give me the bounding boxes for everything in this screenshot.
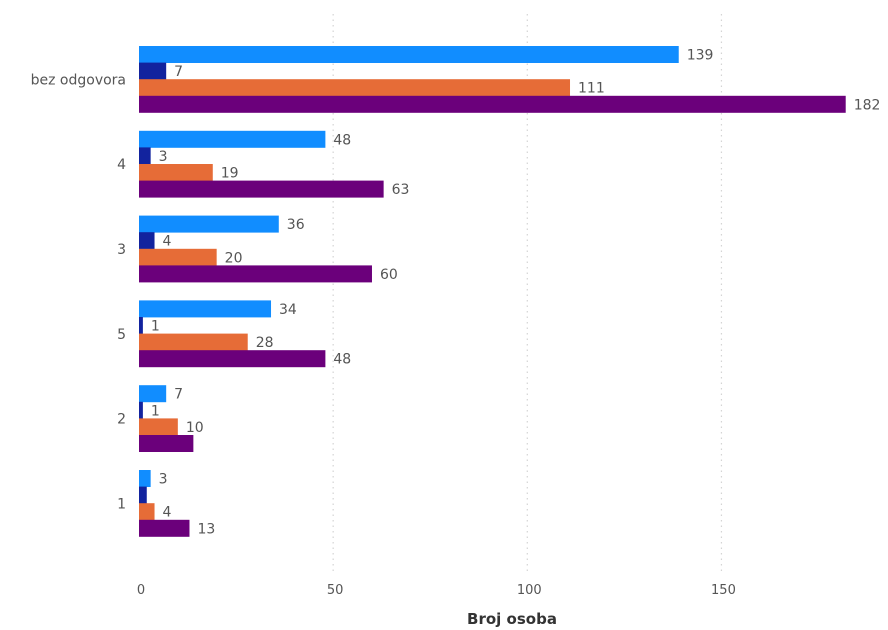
data-label: 139 (687, 48, 714, 64)
bar (139, 470, 151, 487)
data-label: 28 (256, 335, 274, 351)
x-tick-label: 50 (327, 583, 344, 598)
x-tick-label: 0 (137, 583, 145, 598)
bar (139, 95, 846, 113)
data-label: 60 (380, 267, 398, 283)
data-label: 36 (287, 217, 305, 233)
x-axis-tick-labels: 0 50 100 150 (137, 583, 736, 598)
bar (139, 401, 143, 419)
data-label: 3 (159, 472, 168, 488)
data-label: 19 (221, 166, 239, 182)
x-tick-label: 150 (711, 583, 736, 598)
data-label: 7 (174, 387, 183, 403)
data-label: 7 (174, 64, 183, 80)
data-label: 111 (578, 81, 605, 97)
data-label: 13 (197, 521, 215, 537)
bar (139, 248, 217, 266)
data-label: 4 (163, 505, 172, 521)
data-label: 20 (225, 250, 243, 266)
bar (139, 79, 571, 97)
bar (139, 232, 155, 250)
bar (139, 215, 279, 233)
data-label: 48 (333, 352, 351, 368)
category-label: 4 (117, 157, 126, 173)
bar (139, 265, 372, 283)
category-label: 1 (117, 496, 126, 512)
bar (139, 180, 384, 198)
bar (139, 147, 151, 165)
bar (139, 435, 194, 452)
bar (139, 317, 143, 334)
bar (139, 350, 326, 368)
bar (139, 130, 326, 148)
category-label: 5 (117, 327, 126, 343)
bar (139, 333, 248, 351)
x-axis-title: Broj osoba (467, 610, 557, 628)
data-label: 63 (392, 182, 410, 198)
data-label: 1 (151, 319, 160, 335)
bar (139, 46, 679, 63)
data-label: 34 (279, 302, 297, 318)
data-label: 3 (159, 149, 168, 165)
data-label: 4 (163, 234, 172, 250)
data-label: 10 (186, 420, 204, 436)
bar (139, 300, 272, 318)
data-label: 48 (333, 132, 351, 148)
bar (139, 164, 213, 181)
bar (139, 418, 178, 436)
x-tick-label: 100 (517, 583, 542, 598)
category-label: 2 (117, 412, 126, 428)
category-labels: bez odgovora 4 3 5 2 1 (31, 72, 126, 512)
bar (139, 486, 147, 504)
bar (139, 519, 190, 537)
bar (139, 503, 155, 521)
category-label: bez odgovora (31, 72, 126, 88)
bar (139, 385, 167, 403)
data-label: 1 (151, 403, 160, 419)
data-label: 182 (854, 97, 881, 113)
category-label: 3 (117, 242, 126, 258)
bar-series (139, 46, 846, 537)
bar (139, 62, 167, 80)
